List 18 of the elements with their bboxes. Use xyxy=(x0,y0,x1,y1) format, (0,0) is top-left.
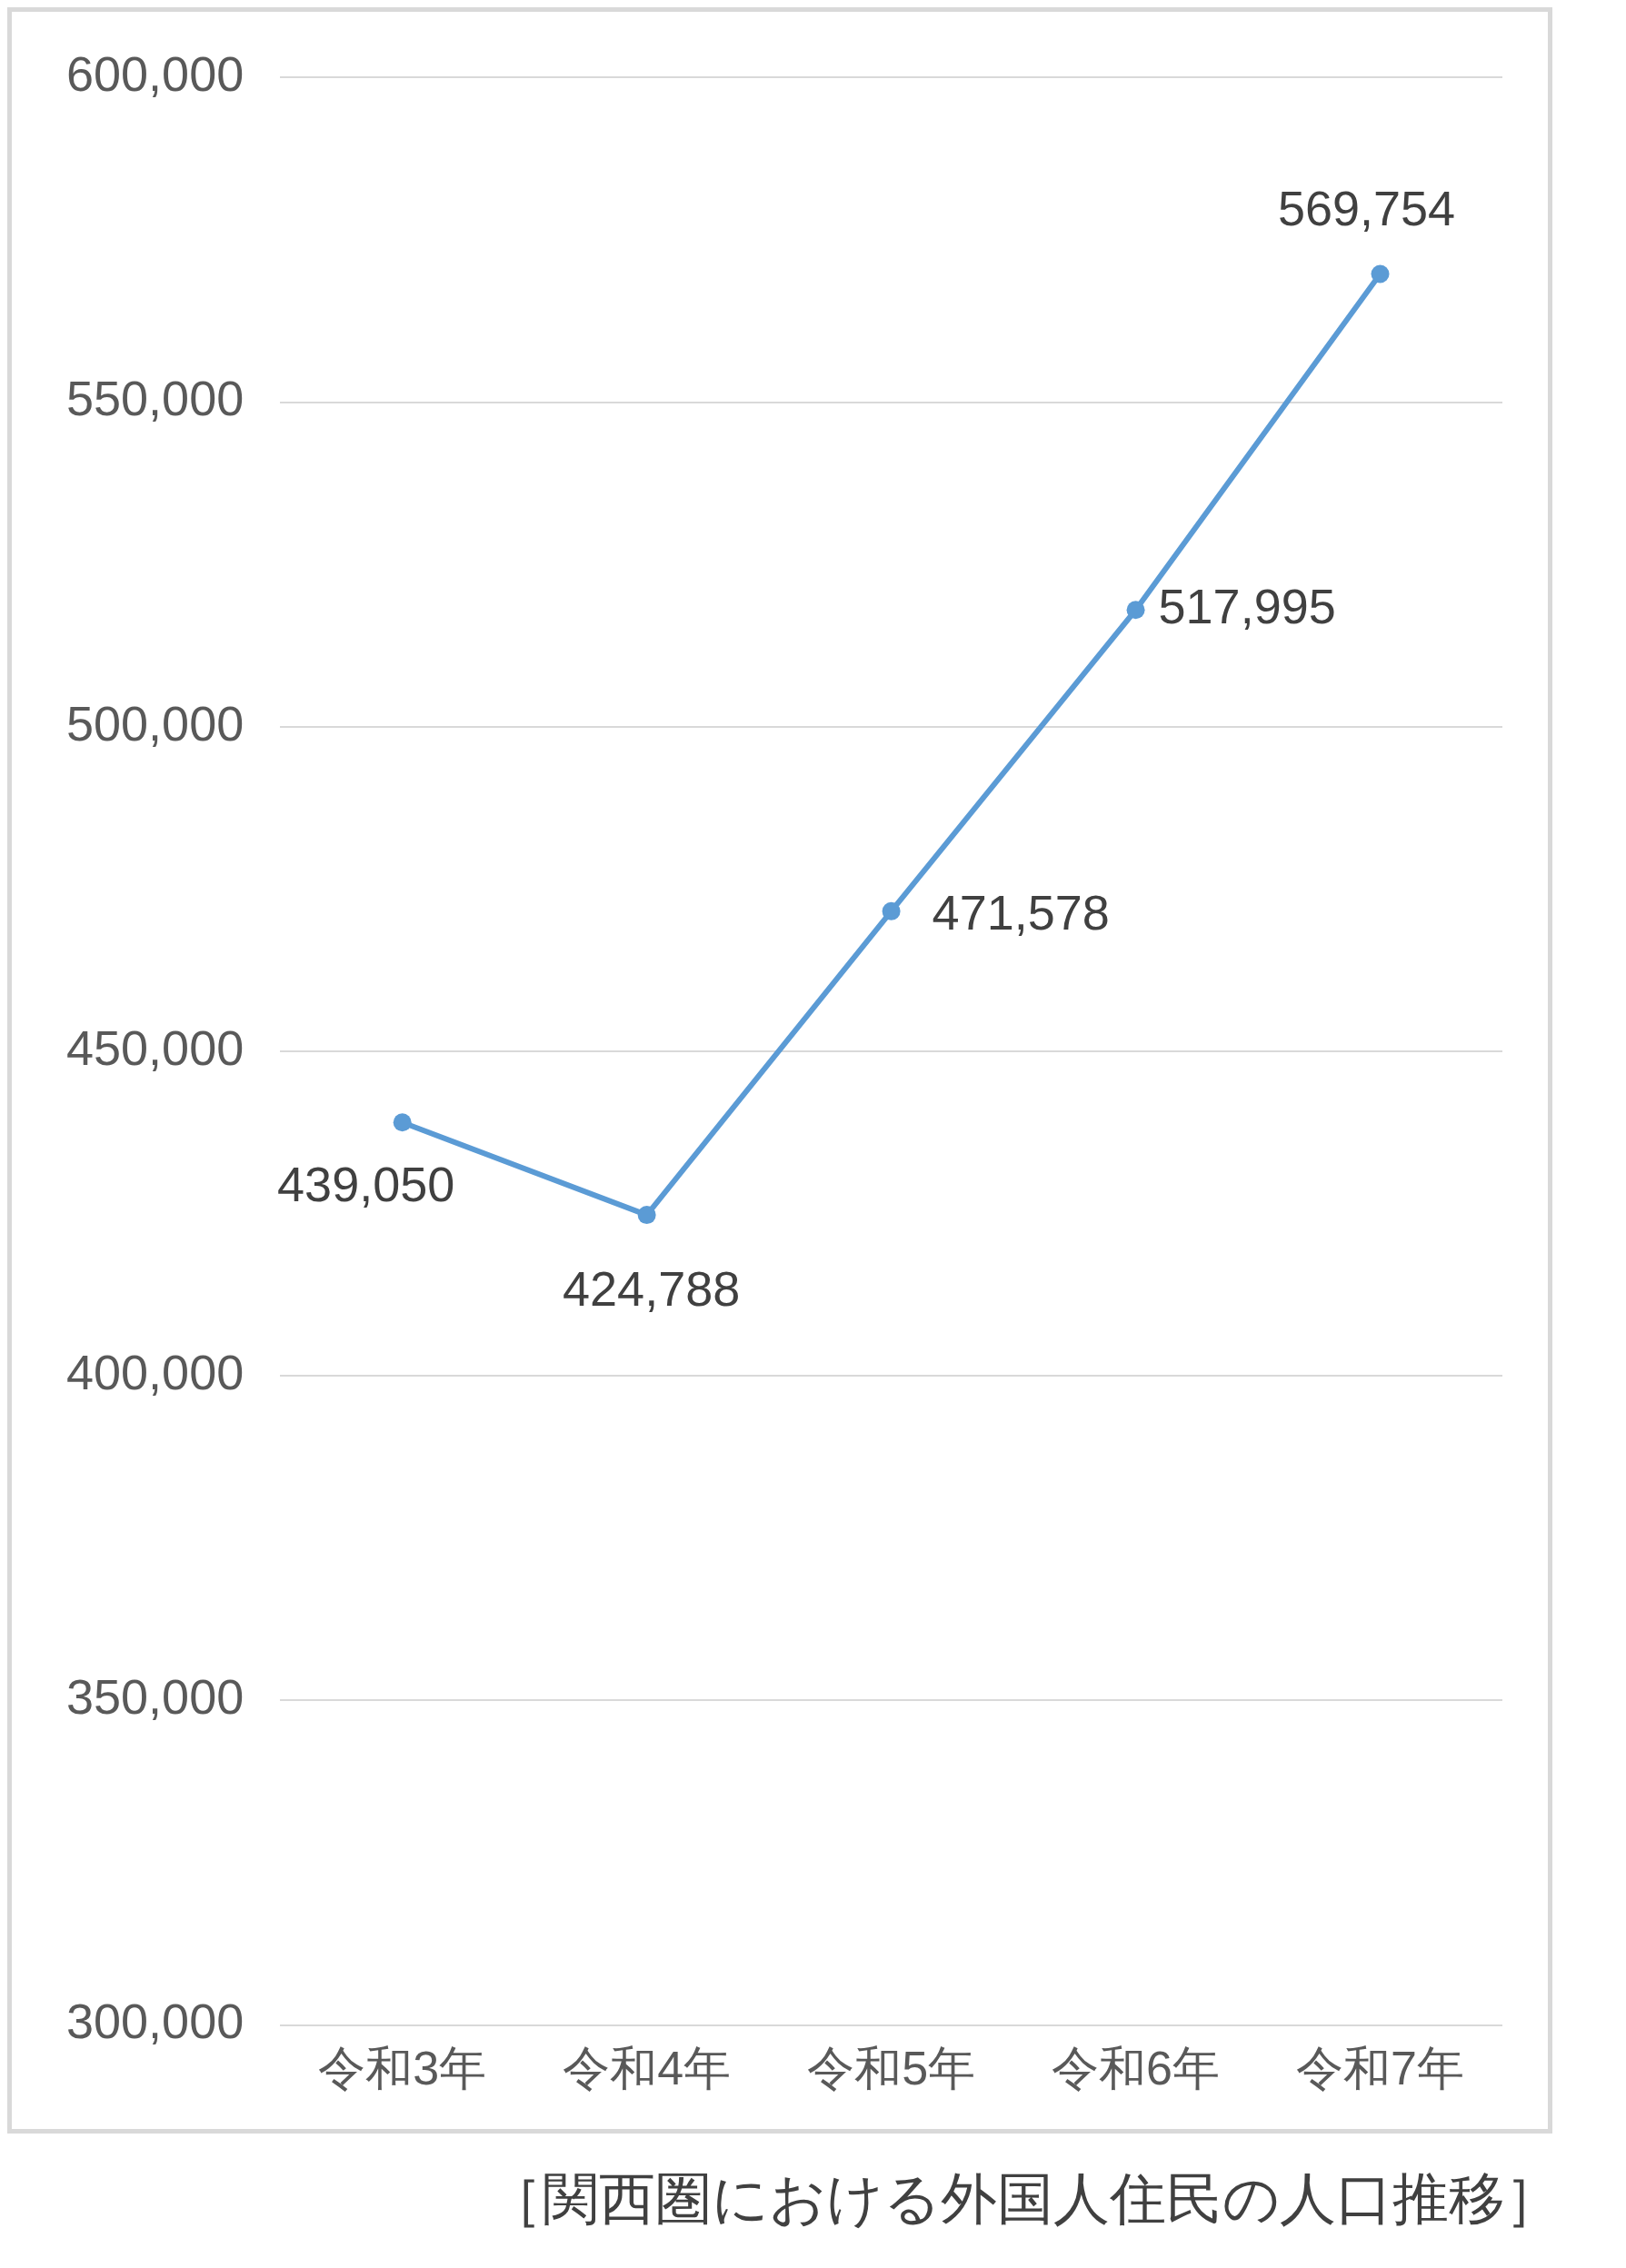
y-tick-label: 350,000 xyxy=(65,1669,244,1725)
data-label: 517,995 xyxy=(1158,579,1336,634)
y-tick-label: 550,000 xyxy=(65,371,244,426)
data-label: 569,754 xyxy=(1277,181,1456,236)
x-tick-label: 令和7年 xyxy=(1296,2042,1464,2095)
x-tick-label: 令和6年 xyxy=(1052,2042,1221,2095)
text: ［関西圏における外国人住民の人口推移］ xyxy=(485,2166,1562,2232)
y-tick-label: 450,000 xyxy=(65,1020,244,1075)
y-tick-label: 500,000 xyxy=(65,695,244,751)
x-tick-label: 令和4年 xyxy=(563,2042,732,2095)
x-tick-label: 令和5年 xyxy=(807,2042,976,2095)
data-label: 471,578 xyxy=(932,884,1110,940)
data-label: 424,788 xyxy=(563,1261,741,1317)
y-tick-label: 300,000 xyxy=(65,1994,244,2049)
data-label: 439,050 xyxy=(277,1157,455,1212)
y-tick-label: 600,000 xyxy=(65,46,244,102)
x-tick-label: 令和3年 xyxy=(318,2042,487,2095)
y-tick-label: 400,000 xyxy=(65,1345,244,1400)
